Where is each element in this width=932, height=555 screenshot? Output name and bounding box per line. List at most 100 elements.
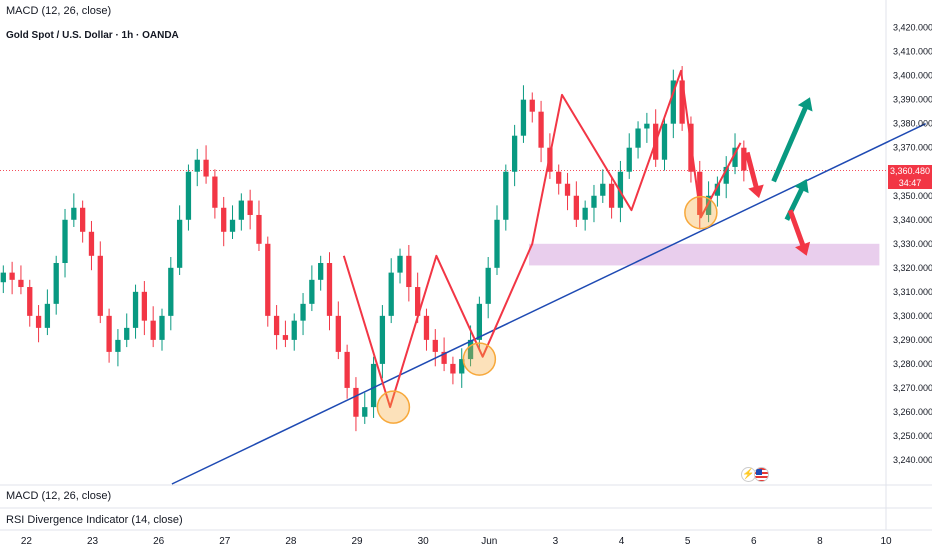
x-tick-label: 10 <box>880 536 892 547</box>
candle-body <box>397 255 403 273</box>
candle-body <box>511 135 518 172</box>
candle-body <box>247 200 253 215</box>
candle-body <box>732 147 738 167</box>
y-tick-label: 3,380.000 <box>893 119 932 129</box>
last-price-value: 3,360.480 <box>889 166 931 176</box>
y-tick-label: 3,250.000 <box>893 431 932 441</box>
candle-body <box>423 315 430 340</box>
candle-body <box>741 147 747 171</box>
zigzag-pattern <box>342 69 742 409</box>
candle-body <box>573 195 579 220</box>
candle-body <box>35 315 42 328</box>
event-flags[interactable]: ⚡ <box>741 467 769 483</box>
candle-body <box>670 80 676 124</box>
x-tick-label: 4 <box>619 536 625 547</box>
candle-body <box>370 363 377 408</box>
y-tick-label: 3,310.000 <box>893 287 932 297</box>
y-tick-label: 3,270.000 <box>893 383 932 393</box>
candle-body <box>467 339 474 360</box>
y-tick-label: 3,390.000 <box>893 95 932 105</box>
candle-body <box>450 363 456 374</box>
x-tick-label: 5 <box>685 536 691 547</box>
x-tick-label: 30 <box>418 536 430 547</box>
candle-body <box>529 99 535 112</box>
candle-body <box>679 80 685 124</box>
candle-body <box>194 159 200 172</box>
highlight-circle <box>376 390 411 424</box>
y-tick-label: 3,300.000 <box>893 311 932 321</box>
candle-body <box>18 279 24 288</box>
candle-body <box>644 123 650 129</box>
candle-body <box>27 287 33 316</box>
highlight-circle <box>684 195 718 230</box>
rsi-pane-label[interactable]: RSI Divergence Indicator (14, close) <box>6 514 183 526</box>
candle-body <box>441 351 447 364</box>
down-arrow <box>744 151 764 199</box>
candle-body <box>115 339 121 352</box>
candle-body <box>238 200 244 220</box>
candle-body <box>168 267 174 316</box>
candle-body <box>62 219 68 264</box>
candle-body <box>415 287 421 316</box>
candle-body <box>406 255 412 288</box>
candle-body <box>344 351 350 388</box>
last-price-badge: 3,360.480 34:47 <box>888 165 932 189</box>
candle-body <box>582 207 588 220</box>
us-flag-icon[interactable] <box>754 467 769 482</box>
candle-body <box>714 183 721 196</box>
candle-body <box>556 171 562 184</box>
candle-body <box>432 339 438 352</box>
candle-body <box>353 387 359 417</box>
trend-line <box>171 123 926 485</box>
candle-body <box>132 291 139 328</box>
candle-body <box>608 183 615 208</box>
candle-body <box>459 359 465 374</box>
candle-body <box>0 272 6 283</box>
candle-body <box>97 255 103 316</box>
candle-body <box>185 171 192 220</box>
symbol-title: Gold Spot / U.S. Dollar · 1h · OANDA <box>6 30 179 41</box>
candle-body <box>388 272 394 316</box>
y-tick-label: 3,280.000 <box>893 359 932 369</box>
candle-body <box>291 320 297 340</box>
candle-body <box>176 219 183 268</box>
candle-body <box>617 171 624 208</box>
candle-body <box>309 279 315 304</box>
candle-body <box>538 111 544 148</box>
up-arrow <box>784 178 809 221</box>
candle-body <box>379 315 386 364</box>
down-arrow <box>787 209 811 256</box>
indicator-title-macd[interactable]: MACD (12, 26, close) <box>6 5 112 17</box>
candle-body <box>300 303 306 321</box>
candle-body <box>476 303 483 340</box>
bar-countdown: 34:47 <box>898 178 922 188</box>
candle-body <box>256 214 262 244</box>
candle-body <box>212 176 218 208</box>
y-tick-label: 3,320.000 <box>893 263 932 273</box>
candle-body <box>141 291 148 321</box>
y-tick-label: 3,260.000 <box>893 407 932 417</box>
y-tick-label: 3,290.000 <box>893 335 932 345</box>
x-tick-label: 8 <box>817 536 823 547</box>
y-tick-label: 3,410.000 <box>893 47 932 57</box>
x-tick-label: 23 <box>87 536 99 547</box>
y-tick-label: 3,350.000 <box>893 191 932 201</box>
candle-body <box>661 123 668 160</box>
support-zone <box>528 243 880 266</box>
candle-body <box>564 183 571 196</box>
candle-body <box>106 315 112 352</box>
candle-body <box>485 267 491 304</box>
macd-pane-label[interactable]: MACD (12, 26, close) <box>6 490 112 502</box>
candle-body <box>265 243 271 316</box>
candle-body <box>53 263 59 304</box>
candle-body <box>600 183 606 196</box>
x-tick-label: 27 <box>219 536 231 547</box>
y-tick-label: 3,400.000 <box>893 71 932 81</box>
x-tick-label: 29 <box>351 536 363 547</box>
candle-body <box>635 128 641 148</box>
candle-body <box>723 166 729 184</box>
x-tick-label: 22 <box>21 536 33 547</box>
candle-body <box>494 219 500 268</box>
